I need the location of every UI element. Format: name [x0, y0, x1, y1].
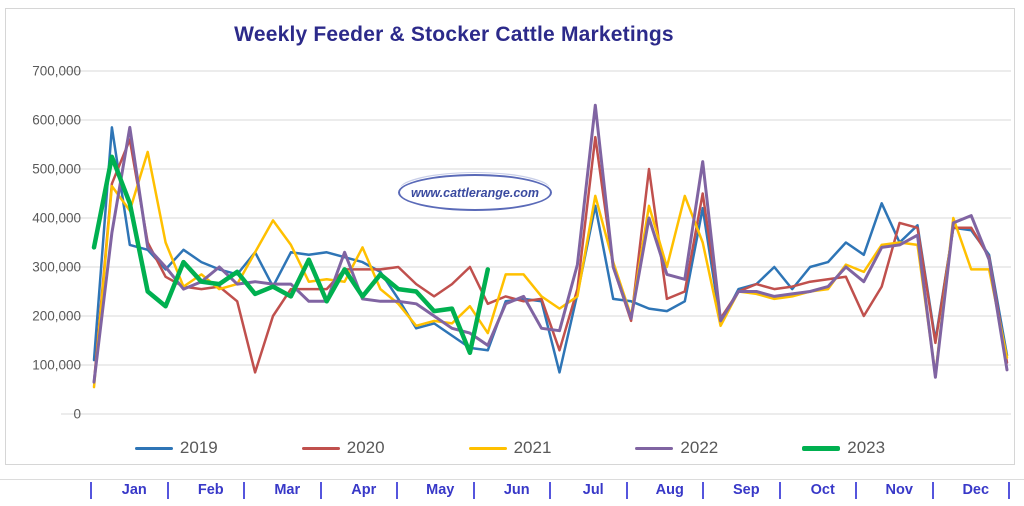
month-label-dec: Dec — [962, 482, 990, 498]
month-separator-pipe — [931, 482, 934, 499]
month-label-jan: Jan — [121, 482, 147, 498]
series-line-2023 — [91, 154, 491, 356]
month-separator-pipe — [778, 482, 781, 499]
month-label-nov: Nov — [885, 482, 913, 498]
month-label-jun: Jun — [503, 482, 530, 498]
month-separator-pipe — [625, 482, 628, 499]
legend-item-2022: 2022 — [635, 438, 718, 458]
legend-label-2020: 2020 — [346, 438, 385, 457]
axis-separator-line — [0, 479, 1024, 480]
legend-swatch-2021 — [468, 446, 507, 450]
month-separator-pipe — [549, 482, 551, 499]
legend-item-2023: 2023 — [802, 438, 885, 458]
legend-swatch-2022 — [635, 446, 674, 450]
legend-swatch-2020 — [301, 446, 340, 450]
legend-label-2019: 2019 — [179, 438, 218, 457]
legend-item-2021: 2021 — [468, 438, 552, 458]
legend-swatch-2023 — [802, 445, 841, 451]
y-axis-tick-label: 200,000 — [32, 309, 81, 324]
series-line-2021 — [92, 150, 1009, 389]
page-title: Weekly Feeder & Stocker Cattle Marketing… — [234, 23, 674, 46]
month-separator-pipe — [396, 482, 398, 499]
month-separator-pipe — [855, 482, 857, 499]
month-separator-pipe — [1008, 482, 1010, 499]
series-line-2019 — [92, 126, 1009, 374]
chart-plot: 0 100,000 200,000 300,000 400,000 500,000 600,… — [32, 64, 1011, 422]
month-separator-pipe — [702, 482, 704, 499]
month-separator-pipe — [319, 482, 322, 499]
month-separator-pipe — [166, 482, 169, 499]
chart-legend: 2019 2020 2021 2022 2023 — [6, 438, 1014, 458]
legend-label-2021: 2021 — [513, 438, 552, 457]
legend-swatch-2019 — [134, 446, 173, 450]
legend-item-2020: 2020 — [301, 438, 385, 458]
month-label-jul: Jul — [582, 482, 604, 498]
month-label-may: May — [426, 482, 455, 498]
month-label-mar: Mar — [274, 482, 301, 498]
legend-item-2019: 2019 — [134, 438, 218, 458]
watermark-badge: www.cattlerange.com — [398, 174, 552, 211]
y-axis-tick-label: 600,000 — [32, 113, 81, 128]
month-separator-pipe — [243, 482, 245, 499]
month-axis: Jan Feb Mar Apr May Jun Jul Aug Sep Oct Nov Dec — [0, 480, 1024, 506]
y-axis-tick-label: 0 — [73, 407, 81, 422]
month-separator-pipe — [472, 482, 475, 499]
y-axis-tick-label: 700,000 — [32, 64, 81, 79]
month-separator-pipe — [90, 482, 92, 499]
y-axis-tick-label: 100,000 — [32, 358, 81, 373]
month-label-oct: Oct — [810, 482, 835, 498]
y-axis-tick-label: 400,000 — [32, 211, 81, 226]
legend-label-2023: 2023 — [847, 438, 886, 457]
series-line-2020 — [92, 135, 1009, 384]
y-axis-tick-label: 500,000 — [32, 162, 81, 177]
y-axis-tick-label: 300,000 — [32, 260, 81, 275]
month-label-aug: Aug — [655, 482, 684, 498]
watermark-text: www.cattlerange.com — [410, 185, 540, 200]
month-label-apr: Apr — [351, 482, 377, 498]
month-label-feb: Feb — [197, 482, 224, 498]
legend-label-2022: 2022 — [680, 438, 719, 457]
month-label-sep: Sep — [732, 482, 760, 498]
chart-frame: Weekly Feeder & Stocker Cattle Marketing… — [5, 8, 1015, 465]
